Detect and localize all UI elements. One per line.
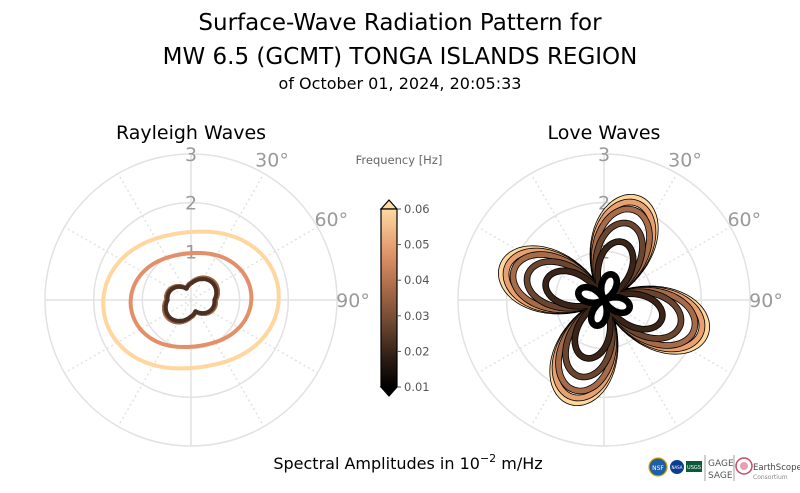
- rayleigh-theta-tick-60: 60°: [314, 209, 348, 231]
- colorbar-tick-0.05: 0.05: [404, 238, 430, 252]
- usgs-logo: USGS: [686, 461, 702, 472]
- colorbar-tick-0.06: 0.06: [404, 202, 430, 216]
- colorbar-tick-0.03: 0.03: [404, 309, 430, 323]
- love-grid-spoke-60: [603, 226, 731, 301]
- svg-text:Consortium: Consortium: [753, 474, 788, 481]
- rayleigh-grid-spoke-210: [117, 299, 192, 427]
- nsf-logo: NSF: [648, 457, 668, 477]
- love-title: Love Waves: [548, 122, 661, 144]
- rayleigh-theta-tick-30: 30°: [255, 150, 289, 172]
- love-theta-tick-60: 60°: [727, 209, 761, 231]
- logos: NSF NASA USGS GAGE SAGE EarthScope Conso…: [648, 455, 800, 481]
- love-theta-tick-30: 30°: [668, 150, 702, 172]
- colorbar-label: Frequency [Hz]: [356, 153, 443, 167]
- love-grid-spoke-210: [530, 299, 605, 427]
- xlabel: Spectral Amplitudes in 10−2 m/Hz: [273, 452, 542, 473]
- gage-logo: GAGE: [708, 459, 734, 469]
- rayleigh-r-tick-3: 3: [185, 144, 197, 166]
- rayleigh-curve-0.02: [163, 277, 219, 323]
- colorbar-tick-0.04: 0.04: [404, 273, 430, 287]
- earthscope-logo: EarthScope Consortium: [735, 457, 800, 481]
- love-grid-spoke-240: [477, 299, 605, 374]
- svg-text:NSF: NSF: [652, 465, 664, 472]
- colorbar-top-extension: [379, 199, 399, 210]
- rayleigh-grid-spoke-150: [190, 299, 265, 427]
- rayleigh-title: Rayleigh Waves: [116, 122, 266, 144]
- title-line-2: MW 6.5 (GCMT) TONGA ISLANDS REGION: [163, 44, 638, 70]
- colorbar-bottom-extension: [379, 386, 399, 397]
- love-grid-spoke-300: [477, 226, 605, 301]
- love-grid-spoke-30: [603, 173, 678, 301]
- rayleigh-grid-spoke-330: [117, 173, 192, 301]
- colorbar-tick-0.02: 0.02: [404, 344, 430, 358]
- colorbar-gradient: [380, 208, 398, 388]
- rayleigh-curve-0.06: [101, 229, 281, 371]
- rayleigh-theta-tick-90: 90°: [336, 290, 370, 312]
- love-grid-spoke-330: [530, 173, 605, 301]
- rayleigh-grid-spoke-120: [190, 299, 318, 374]
- svg-text:EarthScope: EarthScope: [753, 463, 800, 473]
- rayleigh-grid-spoke-30: [190, 173, 265, 301]
- rayleigh-grid-spoke-300: [64, 226, 192, 301]
- subtitle: of October 01, 2024, 20:05:33: [279, 74, 522, 93]
- nasa-logo: NASA: [670, 460, 684, 474]
- love-curve-0.01: [575, 271, 633, 329]
- rayleigh-r-tick-2: 2: [185, 193, 197, 215]
- love-polar-plot: 123 30°60°90°: [457, 144, 783, 447]
- svg-text:NASA: NASA: [671, 465, 682, 470]
- rayleigh-polar-plot: 123 30°60°90°: [44, 144, 370, 447]
- title-line-1: Surface-Wave Radiation Pattern for: [198, 10, 602, 36]
- colorbar-tick-0.01: 0.01: [404, 380, 430, 394]
- love-grid-spoke-150: [603, 299, 678, 427]
- rayleigh-curve-0.045: [128, 251, 254, 349]
- love-r-tick-3: 3: [598, 144, 610, 166]
- rayleigh-grid-spoke-60: [190, 226, 318, 301]
- svg-text:USGS: USGS: [687, 465, 701, 471]
- love-theta-tick-90: 90°: [749, 290, 783, 312]
- colorbar: [379, 199, 399, 397]
- sage-logo: SAGE: [708, 471, 733, 481]
- love-grid-spoke-120: [603, 299, 731, 374]
- colorbar-ticks: 0.06 0.05 0.04 0.03 0.02 0.01: [397, 202, 430, 394]
- rayleigh-grid-spoke-240: [64, 299, 192, 374]
